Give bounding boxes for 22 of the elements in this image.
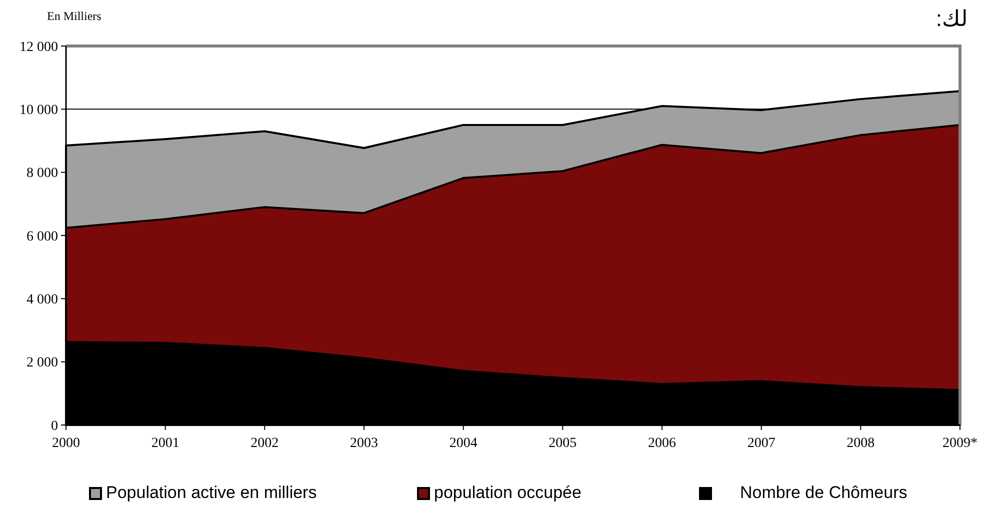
x-tick-label: 2001 xyxy=(151,436,180,451)
y-tick-label: 12 000 xyxy=(20,40,58,55)
y-tick-label: 2 000 xyxy=(26,356,58,371)
x-tick-label: 2002 xyxy=(250,436,279,451)
x-tick-label: 2006 xyxy=(648,436,676,451)
y-tick-label: 4 000 xyxy=(26,292,58,308)
x-tick-label: 2005 xyxy=(548,436,577,451)
legend-label: Nombre de Chômeurs xyxy=(740,483,908,502)
legend-label: population occupée xyxy=(434,483,582,502)
x-tick-label: 2007 xyxy=(747,436,776,451)
x-tick-label: 2004 xyxy=(449,436,478,451)
y-tick-label: 8 000 xyxy=(26,166,58,182)
y-axis-title: En Milliers xyxy=(47,9,102,23)
y-tick-label: 0 xyxy=(51,418,58,434)
text: لك: xyxy=(936,6,968,31)
y-tick-label: 10 000 xyxy=(20,103,58,118)
x-tick-label: 2008 xyxy=(846,436,875,451)
y-tick-label: 6 000 xyxy=(26,229,58,244)
x-tick-label: 2003 xyxy=(350,436,378,451)
legend-label: Population active en milliers xyxy=(106,483,317,502)
x-tick-label: 2000 xyxy=(52,436,80,451)
x-tick-label: 2009* xyxy=(942,436,978,451)
